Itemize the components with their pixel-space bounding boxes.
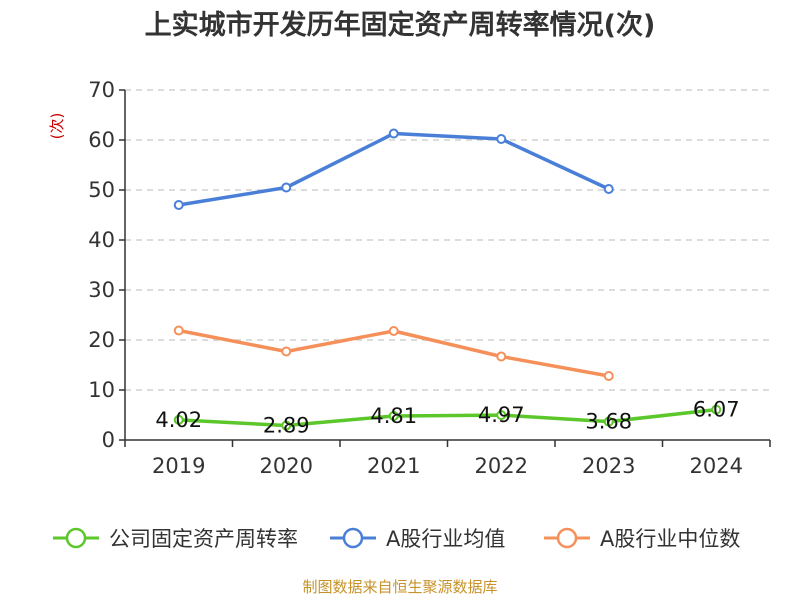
x-tick-label: 2019	[152, 454, 205, 478]
series-point-2	[173, 325, 184, 336]
series-point-0	[173, 414, 184, 425]
data-label: 4.81	[370, 404, 417, 428]
legend: 公司固定资产周转率 A股行业均值 A股行业中位数	[53, 527, 740, 551]
data-labels: 4.02 2.89 4.81 4.97 3.68 6.07	[155, 398, 739, 438]
data-label: 6.07	[693, 398, 740, 422]
legend-label-1: A股行业均值	[386, 527, 505, 551]
y-tick-label: 10	[88, 378, 115, 402]
grid-lines	[125, 89, 770, 391]
source-note: 制图数据来自恒生聚源数据库	[302, 578, 497, 596]
x-tick-label: 2023	[582, 454, 635, 478]
series-point-0	[496, 410, 507, 421]
legend-marker-1	[342, 527, 364, 549]
legend-label-0: 公司固定资产周转率	[109, 527, 298, 551]
legend-marker-2	[556, 527, 578, 549]
x-tick-label: 2024	[690, 454, 743, 478]
y-tick-label: 50	[88, 178, 115, 202]
chart-title: 上实城市开发历年固定资产周转率情况(次)	[145, 9, 656, 41]
x-tick-label: 2021	[367, 454, 420, 478]
y-tick-label: 0	[102, 428, 115, 452]
series-point-2	[496, 351, 507, 362]
series-point-2	[388, 326, 399, 336]
axes: 0 10 20 30 40 50 60 70 2019 2020 2021 2022 2023 2024	[88, 78, 771, 478]
y-tick-label: 20	[88, 328, 115, 352]
series-line-0	[178, 407, 717, 428]
data-label: 3.68	[585, 410, 632, 434]
series-point-0	[711, 404, 722, 415]
y-axis-label: (次)	[48, 113, 66, 140]
series-point-2	[281, 346, 292, 357]
series-point-1	[603, 184, 614, 194]
data-label: 4.97	[478, 403, 525, 427]
series-point-1	[388, 128, 399, 139]
y-tick-label: 70	[88, 78, 115, 102]
series-point-1	[496, 134, 507, 144]
data-label: 4.02	[155, 408, 202, 432]
data-label: 2.89	[263, 414, 310, 438]
series-point-0	[281, 420, 292, 431]
series-line-1	[178, 131, 610, 207]
series-point-1	[173, 200, 184, 210]
series-point-1	[281, 182, 292, 193]
series	[173, 128, 722, 431]
y-tick-label: 30	[88, 278, 115, 302]
series-point-2	[603, 371, 614, 381]
series-point-0	[388, 410, 399, 421]
legend-label-2: A股行业中位数	[600, 527, 740, 551]
series-point-0	[603, 416, 614, 427]
series-line-2	[178, 328, 610, 378]
y-tick-label: 60	[88, 128, 115, 152]
legend-marker-0	[65, 527, 87, 549]
x-tick-label: 2022	[475, 454, 528, 478]
x-tick-label: 2020	[260, 454, 313, 478]
y-tick-label: 40	[88, 228, 115, 252]
